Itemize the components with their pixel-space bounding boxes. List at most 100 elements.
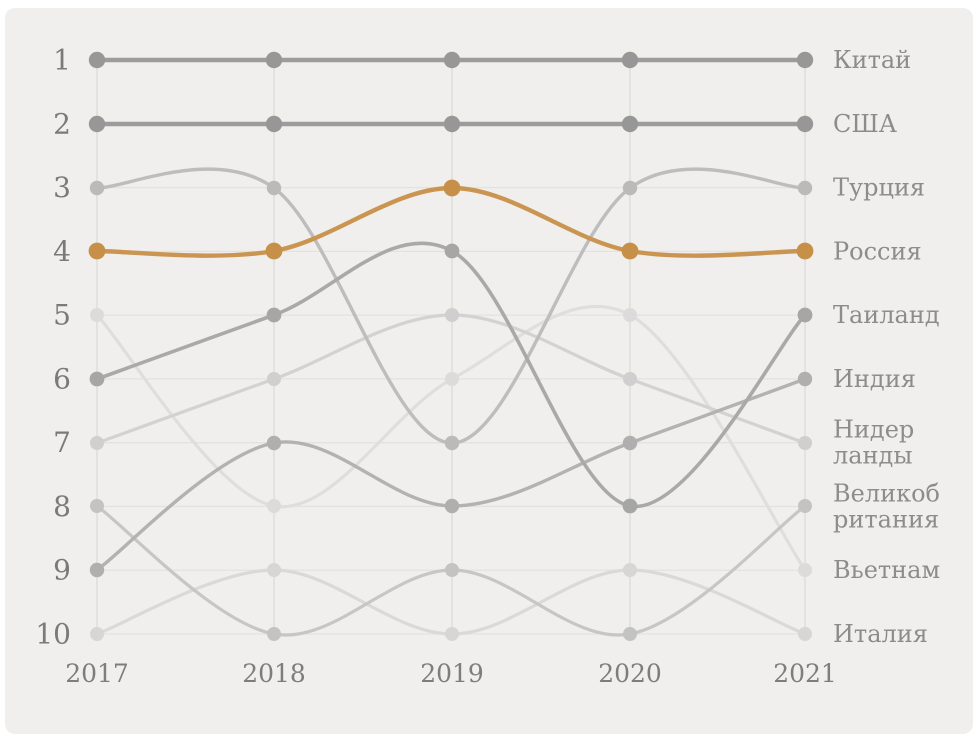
rank-tick-5: 5 bbox=[53, 299, 71, 332]
dot-china-2018[interactable] bbox=[265, 51, 283, 69]
dot-italy-2019[interactable] bbox=[445, 627, 459, 641]
country-label-usa: США bbox=[833, 110, 897, 138]
country-label-text-netherlands-1: ланды bbox=[833, 442, 912, 470]
dot-russia-2021[interactable] bbox=[796, 242, 814, 260]
dot-vietnam-2018[interactable] bbox=[267, 499, 281, 513]
dot-thailand-2019[interactable] bbox=[444, 243, 460, 259]
dot-china-2020[interactable] bbox=[621, 51, 639, 69]
dot-usa-2017[interactable] bbox=[88, 115, 106, 133]
series-dots-turkey bbox=[89, 180, 813, 451]
rank-axis: 1 2 3 4 5 6 7 8 9 10 bbox=[35, 44, 71, 651]
dot-russia-2017[interactable] bbox=[88, 242, 106, 260]
rank-tick-9: 9 bbox=[53, 554, 71, 587]
country-label-text-uk-1: ритания bbox=[833, 505, 939, 533]
series-line-thailand[interactable] bbox=[95, 241, 807, 508]
dot-netherlands-2018[interactable] bbox=[267, 372, 281, 386]
gridlines bbox=[96, 59, 806, 635]
dot-thailand-2020[interactable] bbox=[622, 498, 638, 514]
country-label-text-china-0: Китай bbox=[833, 46, 911, 74]
dot-india-2018[interactable] bbox=[266, 435, 282, 451]
series-dots-russia bbox=[88, 179, 814, 260]
country-label-text-vietnam-0: Вьетнам bbox=[833, 556, 940, 584]
country-label-text-netherlands-0: Нидер bbox=[833, 416, 914, 444]
country-label-turkey: Турция bbox=[833, 174, 925, 202]
dot-india-2017[interactable] bbox=[89, 562, 105, 578]
dot-china-2019[interactable] bbox=[443, 51, 461, 69]
dot-uk-2019[interactable] bbox=[445, 563, 459, 577]
country-label-text-thailand-0: Таиланд bbox=[833, 301, 940, 329]
dot-india-2020[interactable] bbox=[622, 435, 638, 451]
dot-usa-2019[interactable] bbox=[443, 115, 461, 133]
dot-italy-2017[interactable] bbox=[90, 627, 104, 641]
dot-vietnam-2017[interactable] bbox=[90, 308, 104, 322]
dot-uk-2018[interactable] bbox=[267, 627, 281, 641]
dot-vietnam-2021[interactable] bbox=[798, 563, 812, 577]
country-label-russia: Россия bbox=[833, 237, 922, 265]
dot-turkey-2018[interactable] bbox=[266, 180, 282, 196]
rank-tick-10: 10 bbox=[35, 618, 71, 651]
series-lines bbox=[94, 57, 808, 637]
country-label-thailand: Таиланд bbox=[833, 301, 940, 329]
dot-uk-2020[interactable] bbox=[623, 627, 637, 641]
year-tick-2020: 2020 bbox=[598, 659, 662, 688]
country-label-text-russia-0: Россия bbox=[833, 237, 922, 265]
dot-china-2021[interactable] bbox=[796, 51, 814, 69]
year-axis: 2017 2018 2019 2020 2021 bbox=[65, 659, 837, 688]
rank-tick-6: 6 bbox=[53, 362, 71, 395]
series-dots-china bbox=[88, 51, 814, 69]
dot-italy-2020[interactable] bbox=[623, 563, 637, 577]
dot-italy-2018[interactable] bbox=[267, 563, 281, 577]
dot-turkey-2017[interactable] bbox=[89, 180, 105, 196]
dot-netherlands-2019[interactable] bbox=[445, 308, 459, 322]
bump-chart: 1 2 3 4 5 6 7 8 9 10 2017 2018 2019 2020 2021 Италия В… bbox=[35, 44, 940, 689]
dot-uk-2021[interactable] bbox=[798, 499, 812, 513]
series-line-india[interactable] bbox=[95, 377, 807, 572]
dot-italy-2021[interactable] bbox=[798, 627, 812, 641]
series-line-italy[interactable] bbox=[95, 568, 807, 636]
dot-russia-2018[interactable] bbox=[265, 242, 283, 260]
rank-tick-1: 1 bbox=[53, 44, 71, 77]
country-label-text-usa-0: США bbox=[833, 110, 897, 138]
series-dots-thailand bbox=[89, 243, 813, 514]
dot-china-2017[interactable] bbox=[88, 51, 106, 69]
series-dots-usa bbox=[88, 115, 814, 133]
dot-russia-2020[interactable] bbox=[621, 242, 639, 260]
dot-turkey-2020[interactable] bbox=[622, 180, 638, 196]
series-dots-italy bbox=[90, 563, 812, 641]
rank-tick-2: 2 bbox=[53, 107, 71, 140]
dot-turkey-2021[interactable] bbox=[797, 180, 813, 196]
rank-tick-4: 4 bbox=[53, 235, 71, 268]
dot-netherlands-2017[interactable] bbox=[90, 436, 104, 450]
dot-usa-2020[interactable] bbox=[621, 115, 639, 133]
series-line-turkey[interactable] bbox=[95, 167, 807, 445]
year-tick-2017: 2017 bbox=[65, 659, 129, 688]
dot-india-2021[interactable] bbox=[797, 371, 813, 387]
country-label-text-india-0: Индия bbox=[833, 365, 916, 393]
dot-usa-2021[interactable] bbox=[796, 115, 814, 133]
rank-tick-7: 7 bbox=[53, 426, 71, 459]
chart-panel: 1 2 3 4 5 6 7 8 9 10 2017 2018 2019 2020 2021 Италия В… bbox=[5, 8, 973, 734]
dot-russia-2019[interactable] bbox=[443, 179, 461, 197]
dot-turkey-2019[interactable] bbox=[444, 435, 460, 451]
dot-netherlands-2020[interactable] bbox=[623, 372, 637, 386]
year-tick-2021: 2021 bbox=[773, 659, 837, 688]
series-dots-vietnam bbox=[90, 308, 812, 577]
rank-tick-3: 3 bbox=[53, 171, 71, 204]
rank-tick-8: 8 bbox=[53, 490, 71, 523]
country-label-text-uk-0: Великоб bbox=[833, 479, 940, 507]
dot-usa-2018[interactable] bbox=[265, 115, 283, 133]
dot-thailand-2018[interactable] bbox=[266, 307, 282, 323]
country-label-text-turkey-0: Турция bbox=[833, 174, 925, 202]
dot-netherlands-2021[interactable] bbox=[798, 436, 812, 450]
series-dots-uk bbox=[90, 499, 812, 641]
dot-vietnam-2019[interactable] bbox=[445, 372, 459, 386]
dot-vietnam-2020[interactable] bbox=[623, 308, 637, 322]
dot-uk-2017[interactable] bbox=[90, 499, 104, 513]
country-label-china: Китай bbox=[833, 46, 911, 74]
year-tick-2019: 2019 bbox=[420, 659, 484, 688]
dot-india-2019[interactable] bbox=[444, 498, 460, 514]
dot-thailand-2017[interactable] bbox=[89, 371, 105, 387]
dot-thailand-2021[interactable] bbox=[797, 307, 813, 323]
